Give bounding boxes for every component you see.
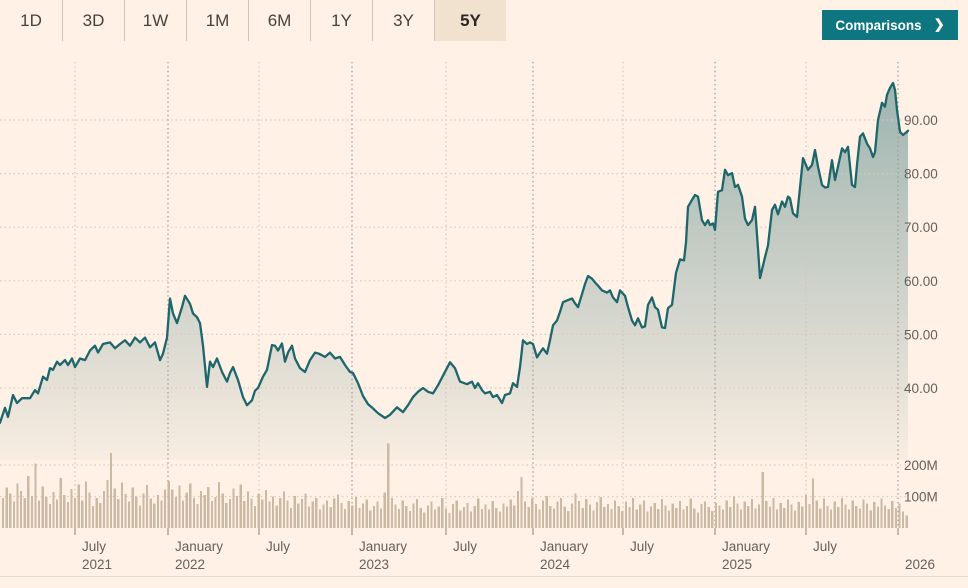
svg-text:July: July — [453, 539, 477, 554]
svg-text:July: July — [82, 539, 106, 554]
price-line — [0, 81, 910, 424]
svg-text:90.00: 90.00 — [904, 113, 938, 128]
svg-text:60.00: 60.00 — [904, 274, 938, 289]
x-axis-labels: July 2021 January 2022 July January 2023 July Ja… — [82, 539, 935, 572]
svg-text:70.00: 70.00 — [904, 220, 938, 235]
svg-text:80.00: 80.00 — [904, 167, 938, 182]
tab-1d[interactable]: 1D — [0, 0, 62, 41]
svg-text:2026: 2026 — [905, 557, 935, 572]
svg-text:2022: 2022 — [175, 557, 205, 572]
tab-6m[interactable]: 6M — [248, 0, 310, 41]
volume-bars — [2, 443, 908, 529]
svg-text:40.00: 40.00 — [904, 381, 938, 396]
bottom-divider — [0, 576, 968, 577]
chevron-right-icon: ❯ — [933, 16, 945, 32]
tab-5y[interactable]: 5Y — [434, 0, 506, 41]
comparisons-button[interactable]: Comparisons ❯ — [822, 10, 958, 40]
svg-text:2024: 2024 — [540, 557, 571, 572]
comparisons-button-label: Comparisons — [835, 17, 922, 33]
svg-text:2023: 2023 — [359, 557, 389, 572]
time-range-tabs: 1D 3D 1W 1M 6M 1Y 3Y 5Y — [0, 0, 506, 41]
svg-text:January: January — [175, 539, 223, 554]
tab-1w[interactable]: 1W — [124, 0, 186, 41]
svg-text:July: July — [813, 539, 837, 554]
tab-1m[interactable]: 1M — [186, 0, 248, 41]
svg-text:200M: 200M — [904, 458, 938, 473]
tab-1y[interactable]: 1Y — [310, 0, 372, 41]
tab-3y[interactable]: 3Y — [372, 0, 434, 41]
svg-text:50.00: 50.00 — [904, 327, 938, 342]
svg-text:January: January — [540, 539, 588, 554]
svg-text:July: July — [266, 539, 290, 554]
date-gridlines — [74, 62, 899, 535]
price-axis-labels: 90.00 80.00 70.00 60.00 50.00 40.00 200M 100M — [904, 113, 938, 505]
svg-text:2025: 2025 — [722, 557, 752, 572]
svg-text:100M: 100M — [904, 490, 938, 505]
svg-text:July: July — [630, 539, 654, 554]
svg-text:January: January — [359, 539, 407, 554]
svg-text:January: January — [722, 539, 770, 554]
tab-3d[interactable]: 3D — [62, 0, 124, 41]
price-area — [0, 83, 908, 460]
svg-text:2021: 2021 — [82, 557, 112, 572]
